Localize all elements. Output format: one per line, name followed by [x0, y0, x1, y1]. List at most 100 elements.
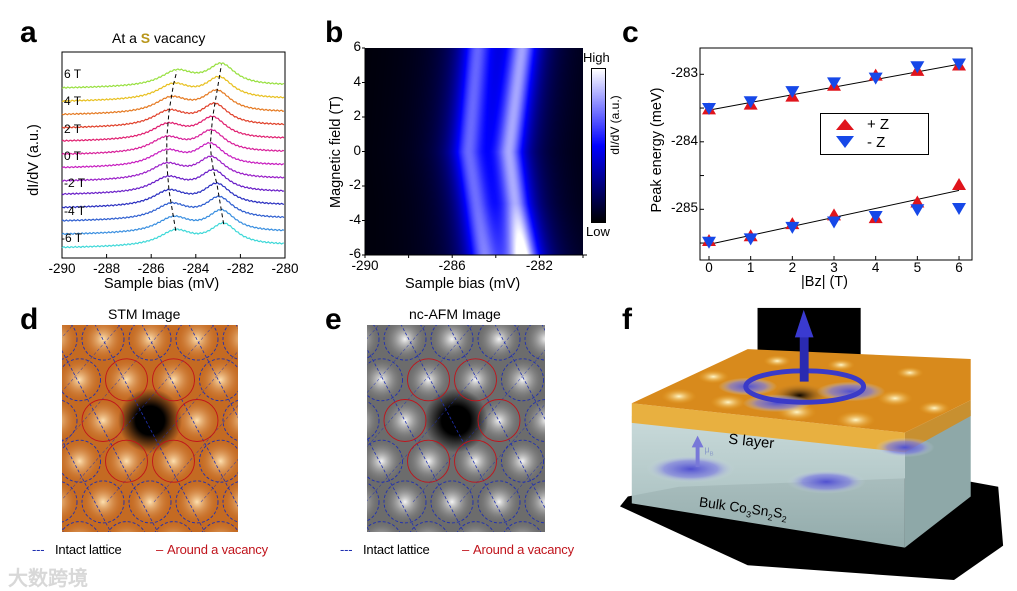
spectrum-trace — [61, 88, 285, 116]
vacancy-neighbor-circle — [105, 439, 148, 483]
field-label: 2 T — [64, 121, 82, 136]
vacancy-dark-spot — [424, 388, 488, 453]
y-tick-label: 2 — [353, 108, 361, 123]
plot-frame — [61, 51, 286, 259]
intact-lattice-circle — [199, 439, 238, 483]
intact-lattice-circle — [367, 482, 380, 522]
intact-lattice-circle — [501, 439, 544, 483]
atom-bright-spot — [128, 479, 172, 524]
lattice-line — [200, 458, 238, 503]
vacancy-neighbor-circle — [383, 399, 427, 442]
intact-lattice-circle — [175, 325, 219, 361]
panel-c-ylabel: Peak energy (meV) — [649, 87, 665, 213]
x-tick-label: 6 — [955, 260, 963, 275]
panel-label-b: b — [325, 16, 344, 49]
intact-label: Intact lattice — [55, 542, 122, 557]
y-tick-label: -284 — [670, 132, 698, 148]
atom-bright-spot — [175, 398, 219, 443]
bulk-front-face — [631, 415, 905, 548]
field-label: 6 T — [64, 67, 82, 81]
watermark: 大数跨境 — [8, 568, 88, 590]
data-point-minus-z — [702, 236, 716, 249]
lattice-line — [367, 325, 474, 448]
lattice-line — [62, 350, 159, 532]
atom-bright-spot — [500, 357, 545, 402]
lattice-line — [459, 403, 545, 503]
atom-bright-spot — [107, 520, 146, 532]
data-point-minus-z — [827, 77, 842, 90]
vacancy-neighbor-circle — [152, 358, 195, 402]
atom-bright-spot — [367, 439, 404, 484]
atom-bright-spot — [128, 325, 172, 362]
atom-bright-spot — [62, 520, 99, 532]
panel-label-c: c — [622, 16, 639, 49]
atom-bright-spot — [81, 479, 125, 524]
intact-lattice-circle — [62, 399, 78, 442]
field-label: -4 T — [64, 203, 86, 218]
y-tick-label: -4 — [348, 211, 361, 227]
field-label: 0 T — [64, 148, 82, 163]
spectrum-trace — [61, 115, 285, 142]
lattice-line — [106, 350, 238, 503]
panel-label-f: f — [622, 303, 632, 336]
intact-lattice-circle — [501, 358, 544, 402]
vacancy-neighbor-circle — [175, 399, 219, 442]
panel-c-scatter-chart — [699, 47, 973, 261]
spectrum-trace — [61, 155, 285, 182]
lattice-line — [141, 325, 238, 507]
atom-bright-spot — [104, 439, 149, 484]
data-point-minus-z — [910, 61, 925, 74]
vacancy-marker: – — [462, 542, 470, 557]
data-point-minus-z — [868, 211, 883, 224]
intact-lattice-circle — [367, 358, 403, 402]
atom-bright-spot — [430, 479, 474, 524]
intact-lattice-circle — [477, 325, 521, 361]
spectrum-trace — [61, 62, 285, 89]
data-point-minus-z — [910, 204, 925, 217]
atom-bright-spot — [175, 479, 219, 524]
vacancy-neighbor-circle — [407, 358, 450, 402]
y-tick-label: -6 — [348, 246, 361, 261]
atom-bright-spot — [81, 398, 125, 443]
panel-label-e: e — [325, 303, 342, 336]
atom-bright-spot — [406, 357, 451, 402]
atom-bright-spot — [477, 398, 521, 443]
panel-label-a: a — [20, 16, 37, 49]
intact-lattice-circle — [175, 480, 219, 524]
intact-lattice-circle — [367, 401, 380, 440]
lattice-line — [153, 404, 238, 503]
data-point-minus-z — [785, 86, 800, 99]
intact-lattice-circle — [367, 325, 380, 359]
lattice-line — [412, 349, 545, 503]
lattice-line — [62, 325, 215, 501]
atom-bright-spot — [406, 439, 451, 484]
x-tick-label: 5 — [913, 260, 922, 275]
atom-bright-spot — [524, 479, 545, 524]
data-point-minus-z — [785, 221, 800, 234]
legend-plus-z-marker — [836, 119, 854, 148]
atom-bright-spot — [456, 520, 495, 532]
atom-bright-spot — [81, 325, 125, 362]
y-tick-label: 6 — [353, 39, 361, 54]
spectrum-trace — [61, 168, 285, 196]
x-tick-label: -286 — [438, 258, 466, 273]
panel-c-legend: + Z - Z — [820, 113, 929, 155]
data-point-plus-z — [952, 178, 967, 190]
spectrum-trace — [61, 221, 285, 249]
panel-a-spectra-chart — [61, 51, 286, 259]
vacancy-label: Around a vacancy — [473, 542, 574, 557]
y-tick-label: 4 — [353, 73, 361, 89]
lattice-line — [494, 325, 545, 420]
data-point-minus-z — [827, 216, 842, 229]
lattice-line — [400, 325, 512, 532]
vacancy-neighbor-circle — [454, 358, 497, 402]
intact-lattice-circle — [62, 358, 101, 402]
vacancy-neighbor-circle — [454, 439, 497, 483]
atom-bright-spot — [477, 479, 521, 524]
intact-lattice-circle — [383, 325, 427, 361]
data-point-minus-z — [743, 96, 758, 109]
atom-bright-spot — [383, 479, 427, 524]
lattice-line — [447, 325, 545, 509]
s-layer-front — [631, 403, 905, 453]
atom-bright-spot — [151, 439, 196, 484]
